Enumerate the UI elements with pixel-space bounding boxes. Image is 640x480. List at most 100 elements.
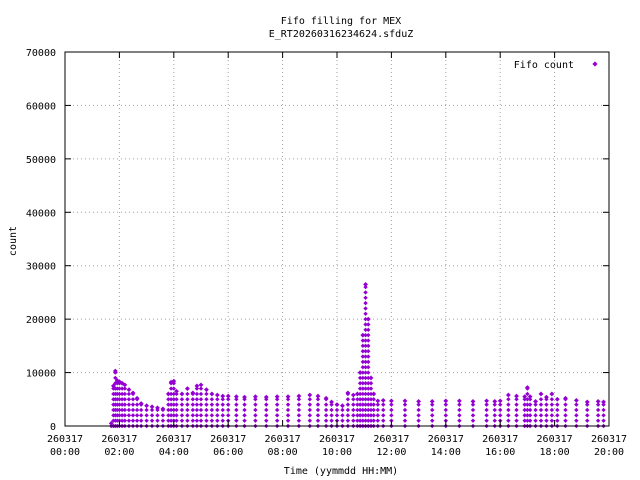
data-point <box>323 402 329 407</box>
data-point <box>363 397 368 402</box>
data-point-max <box>149 404 155 410</box>
data-point <box>563 413 568 418</box>
data-point <box>366 391 371 397</box>
data-point-max <box>126 387 132 393</box>
data-point <box>174 397 179 402</box>
data-point <box>296 397 302 402</box>
chart-subtitle: E_RT20260316234624.sfduZ <box>269 29 414 40</box>
data-point <box>470 407 476 413</box>
data-point <box>457 402 462 407</box>
data-point <box>381 418 386 423</box>
data-point <box>574 418 579 423</box>
data-point <box>174 418 179 423</box>
data-point-max <box>522 394 528 400</box>
data-point <box>274 418 280 423</box>
data-point <box>601 413 606 418</box>
data-point <box>443 413 448 418</box>
data-point <box>360 397 366 402</box>
data-point <box>194 402 200 407</box>
data-point <box>484 407 489 413</box>
data-point <box>366 375 371 381</box>
data-point <box>522 402 527 407</box>
data-point <box>351 402 356 407</box>
data-point <box>220 397 225 402</box>
data-point-max <box>363 282 368 287</box>
data-point <box>533 418 538 423</box>
x-tick-label-time: 18:00 <box>540 447 570 458</box>
x-tick-label-time: 16:00 <box>485 447 515 458</box>
data-point <box>226 397 231 402</box>
data-point <box>334 407 340 413</box>
data-point <box>363 338 368 343</box>
data-point-max <box>274 394 280 400</box>
data-point-max <box>214 392 220 398</box>
data-point-max <box>204 387 209 393</box>
data-point-max <box>584 399 590 405</box>
data-point <box>416 402 421 407</box>
x-tick-label-date: 260317 <box>156 434 192 445</box>
data-point <box>345 402 351 407</box>
data-point <box>130 397 136 402</box>
data-point <box>357 402 363 407</box>
data-point <box>253 407 258 413</box>
data-point <box>315 407 321 413</box>
data-point-max <box>375 398 381 404</box>
data-point <box>506 418 511 423</box>
data-point <box>366 402 371 407</box>
data-point <box>315 413 321 418</box>
data-point <box>122 418 128 423</box>
data-point <box>371 413 376 418</box>
data-point <box>366 381 371 386</box>
data-point <box>171 413 176 418</box>
data-point <box>166 407 171 413</box>
data-point <box>595 407 601 413</box>
x-tick-label-time: 00:00 <box>50 447 80 458</box>
data-point <box>234 407 239 413</box>
data-point <box>601 418 606 423</box>
data-point <box>443 402 448 407</box>
tick-labels: 0 10000 20000 30000 40000 50000 60000 70000 2603… <box>26 48 627 458</box>
data-point <box>470 413 476 418</box>
data-point <box>355 413 360 418</box>
data-point <box>506 407 511 413</box>
data-point <box>574 402 579 407</box>
data-point <box>360 343 366 349</box>
data-point <box>563 418 568 423</box>
data-point <box>296 413 302 418</box>
data-point <box>371 418 376 423</box>
data-point <box>549 397 555 402</box>
data-point <box>506 402 511 407</box>
data-point <box>363 311 368 316</box>
data-point <box>363 349 368 354</box>
data-point <box>204 391 209 397</box>
data-point <box>595 418 601 423</box>
data-point <box>285 397 291 402</box>
data-point-max <box>457 398 462 404</box>
data-point <box>498 413 503 418</box>
data-point <box>194 386 200 391</box>
data-point <box>457 418 462 423</box>
data-point <box>242 413 247 418</box>
data-point-max <box>380 397 386 403</box>
data-point <box>315 402 321 407</box>
data-point <box>122 391 128 397</box>
data-point <box>368 386 374 391</box>
x-tick-label-date: 260317 <box>373 434 409 445</box>
data-point <box>375 402 380 407</box>
data-point <box>381 407 386 413</box>
chart-title: Fifo filling for MEX <box>281 16 401 27</box>
data-point <box>166 397 171 402</box>
data-point <box>366 365 371 370</box>
data-point <box>253 397 258 402</box>
data-point <box>492 402 497 407</box>
data-point <box>242 407 247 413</box>
data-point <box>194 397 200 402</box>
data-point <box>253 418 258 423</box>
data-point <box>122 407 128 413</box>
data-point <box>117 413 122 418</box>
data-point-max <box>138 401 144 406</box>
data-point-max <box>484 398 489 404</box>
x-tick-label-date: 260317 <box>319 434 355 445</box>
data-point <box>360 354 366 359</box>
data-point <box>204 413 209 418</box>
